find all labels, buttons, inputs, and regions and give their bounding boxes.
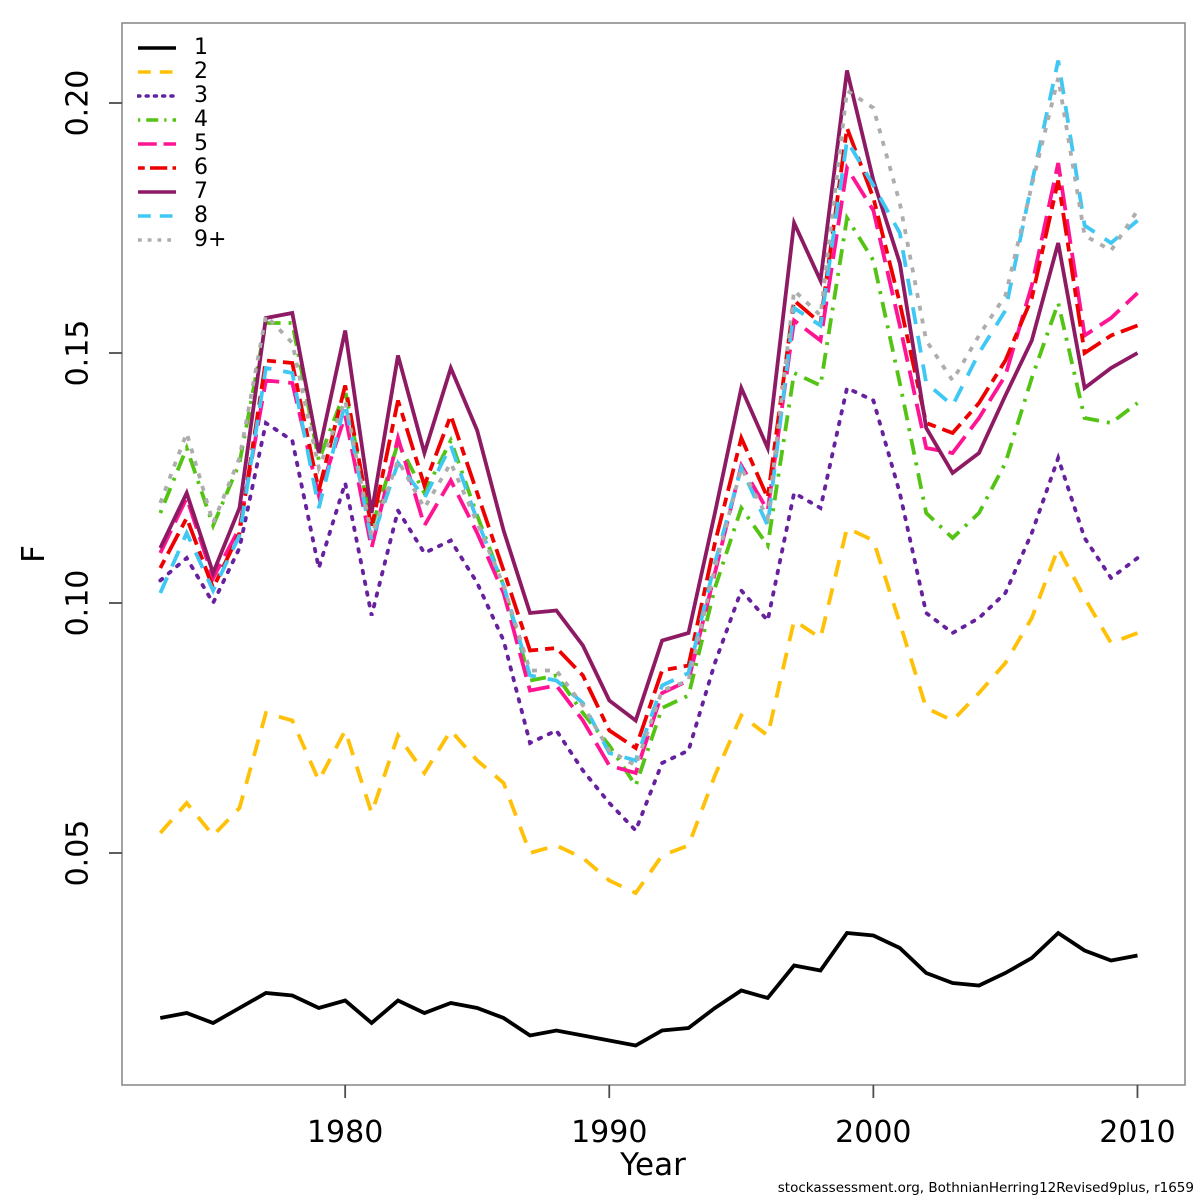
legend-item-6: 6	[137, 156, 226, 180]
legend-line-swatch	[138, 70, 176, 74]
legend-label: 9+	[194, 227, 227, 252]
legend-item-2: 2	[137, 60, 226, 84]
legend-item-4: 4	[137, 108, 226, 132]
series-line-age-6	[158, 127, 1139, 751]
y-tick-label: 0.05	[61, 820, 96, 887]
legend-item-1: 1	[137, 36, 226, 60]
legend-item-9+: 9+	[137, 228, 226, 252]
footer-caption: stockassessment.org, BothnianHerring12Re…	[777, 1180, 1194, 1196]
legend-item-7: 7	[137, 180, 226, 204]
series-line-age-4	[158, 212, 1139, 790]
series-line-age-1	[159, 930, 1138, 1048]
legend-label: 3	[194, 83, 208, 108]
series-line-age-2	[158, 525, 1139, 896]
y-axis-title: F	[16, 545, 52, 563]
x-axis-title: Year	[620, 1147, 686, 1183]
y-tick-label: 0.20	[61, 70, 96, 137]
x-tick-label: 2000	[835, 1115, 911, 1150]
x-tick-label: 1980	[307, 1115, 383, 1150]
series-line-age-7	[158, 70, 1139, 724]
legend-label: 7	[194, 179, 208, 204]
legend-item-3: 3	[137, 84, 226, 108]
legend-label: 6	[194, 155, 208, 180]
legend-label: 8	[194, 203, 208, 228]
x-tick-label: 1990	[571, 1115, 647, 1150]
legend-line-swatch	[137, 94, 177, 98]
legend-label: 2	[194, 59, 208, 84]
legend-line-swatch	[138, 46, 176, 50]
legend-line-swatch	[138, 190, 176, 194]
legend-line-swatch	[138, 238, 176, 242]
legend-label: 1	[194, 35, 208, 60]
series-line-age-8	[158, 60, 1139, 763]
series-line-age-5	[158, 162, 1139, 776]
legend-item-8: 8	[137, 204, 226, 228]
legend: 1 2 3 4 5 6 7 8 9+	[137, 36, 226, 252]
legend-line-swatch	[138, 214, 176, 218]
y-tick-label: 0.10	[61, 570, 96, 637]
y-tick-label: 0.15	[61, 320, 96, 387]
legend-label: 5	[194, 131, 208, 156]
series-line-age-3	[158, 385, 1140, 834]
x-tick-label: 2010	[1099, 1115, 1175, 1150]
series-line-age-9+	[158, 77, 1140, 769]
legend-line-swatch	[138, 142, 176, 146]
legend-label: 4	[194, 107, 208, 132]
legend-line-swatch	[138, 118, 176, 122]
legend-item-5: 5	[137, 132, 226, 156]
plot-border	[121, 22, 1186, 1086]
legend-line-swatch	[138, 166, 176, 170]
